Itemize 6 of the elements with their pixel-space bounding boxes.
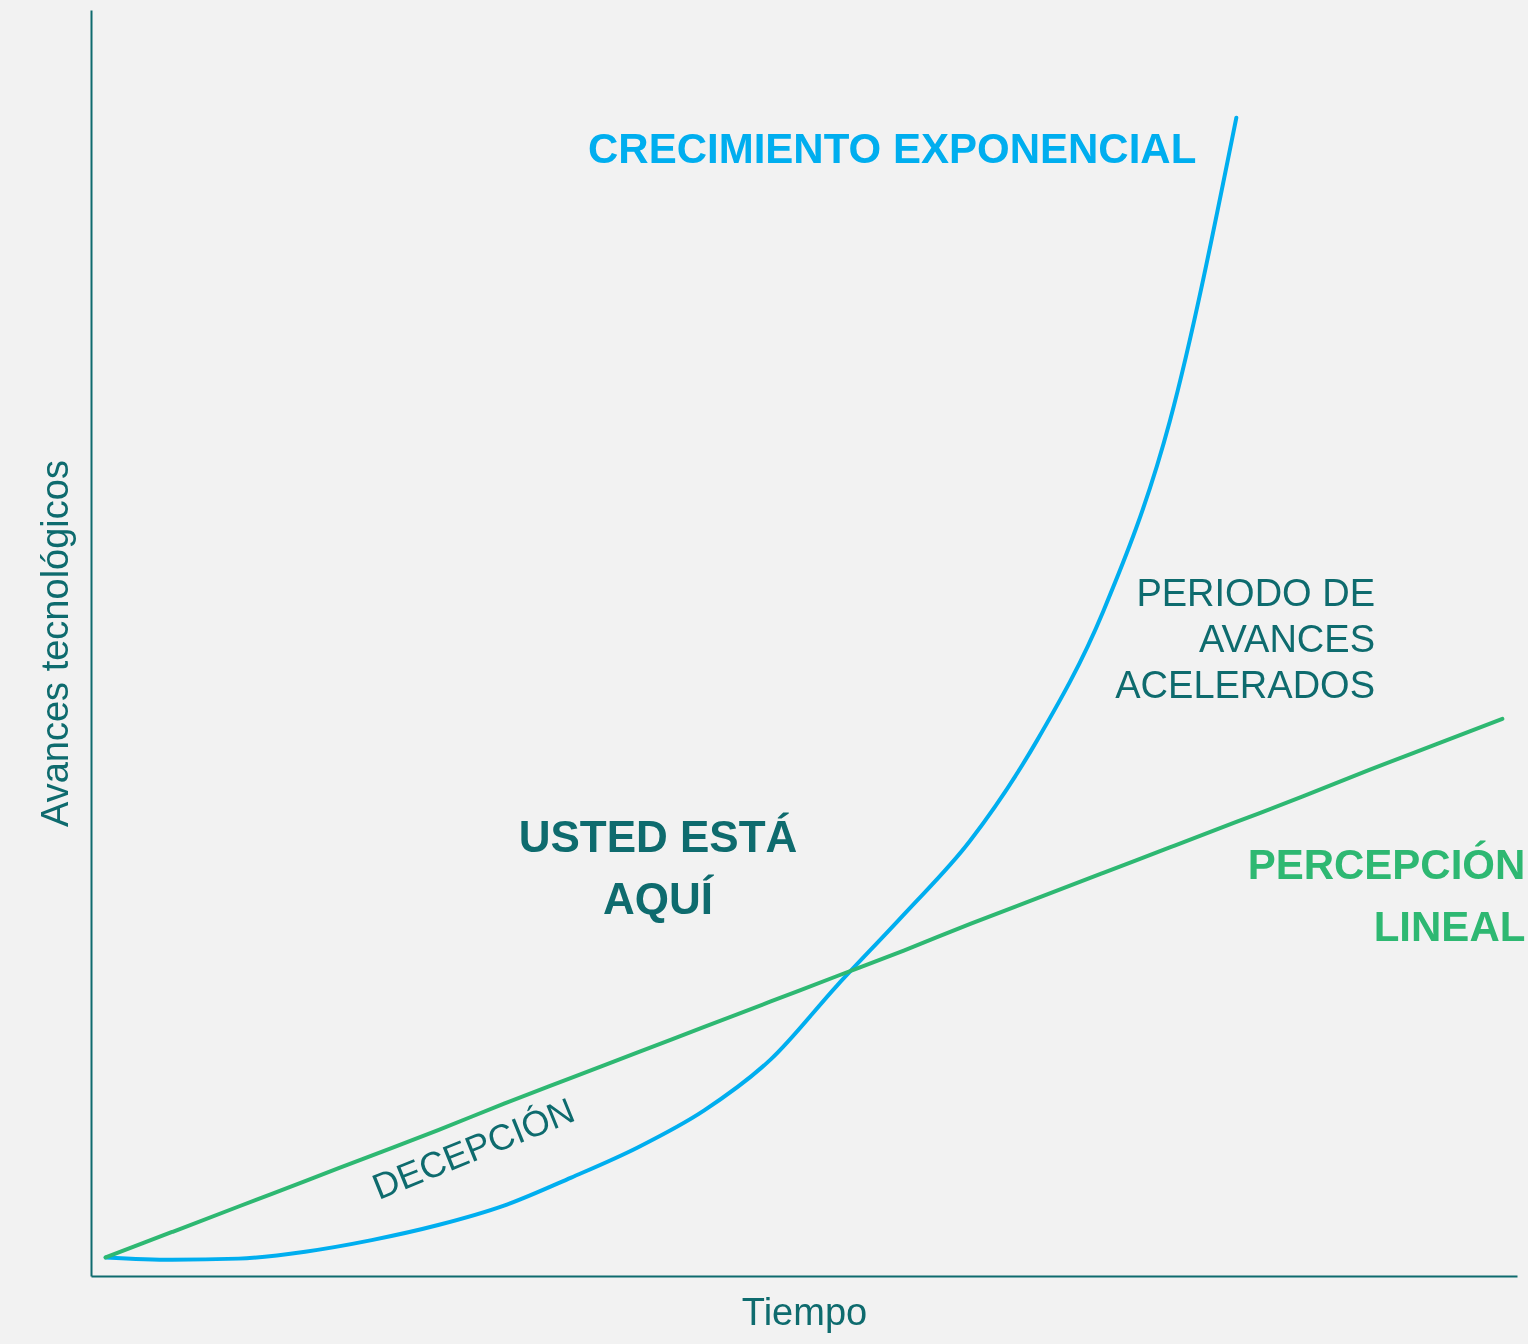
series-label: PERCEPCIÓN LINEAL: [1247, 839, 1526, 950]
y-axis-title: Avances tecnológicos: [33, 460, 76, 827]
annotation: PERIODO DE AVANCES ACELERADOS: [1115, 572, 1375, 706]
x-axis-title: Tiempo: [741, 1290, 868, 1333]
annotation: USTED ESTÁ AQUÍ: [518, 812, 798, 923]
series-label: CRECIMIENTO EXPONENCIAL: [588, 124, 1197, 172]
